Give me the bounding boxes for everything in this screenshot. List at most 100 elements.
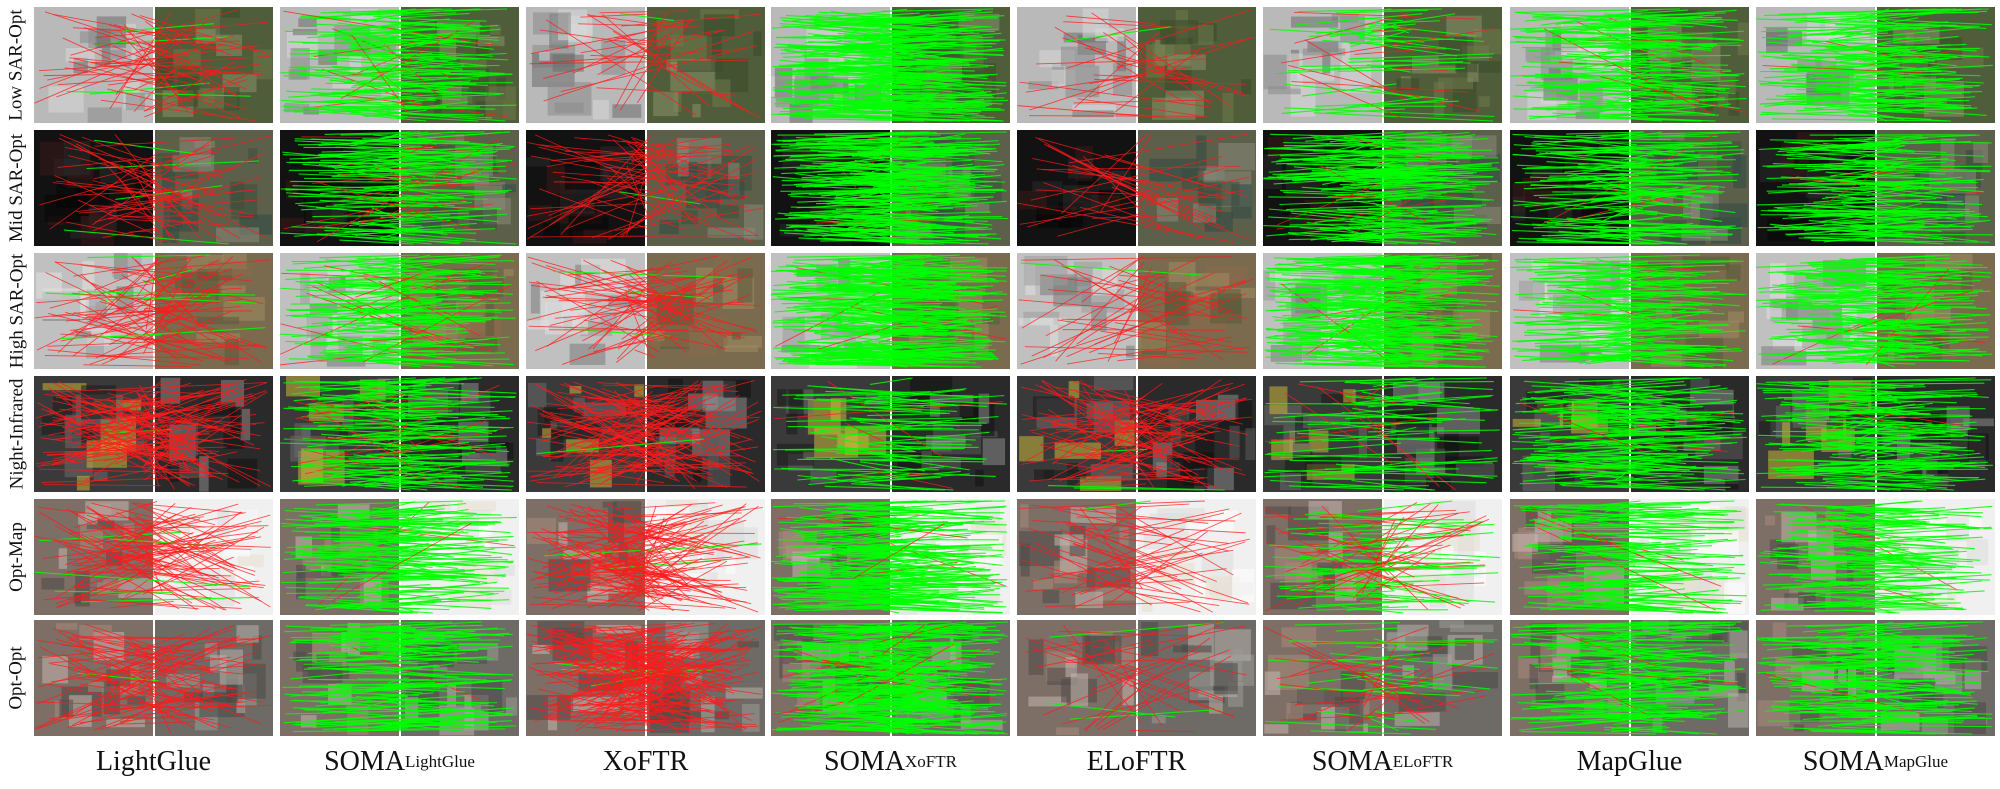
- wrong-match-line: [546, 294, 745, 339]
- correct-match-line: [792, 8, 908, 22]
- correct-match-line: [1854, 90, 1962, 102]
- match-image-pair: [1510, 253, 1749, 369]
- correct-match-line: [786, 417, 963, 422]
- correct-match-line: [1527, 377, 1690, 393]
- correct-match-line: [1826, 486, 1901, 491]
- correct-match-line: [879, 258, 944, 264]
- wrong-match-line: [589, 564, 712, 605]
- correct-match-line: [1280, 189, 1392, 195]
- correct-match-line: [387, 377, 446, 383]
- image-texture: [1963, 418, 1994, 427]
- wrong-match-line: [52, 182, 198, 201]
- wrong-match-line: [47, 349, 201, 366]
- wrong-match-line: [53, 419, 211, 460]
- correct-match-line: [1583, 194, 1677, 209]
- correct-match-line: [1312, 357, 1444, 366]
- correct-match-line: [808, 470, 961, 485]
- image-texture: [543, 223, 560, 239]
- wrong-match-line: [574, 385, 659, 408]
- correct-match-line: [1299, 377, 1487, 383]
- correct-match-line: [775, 138, 912, 151]
- image-texture: [1341, 42, 1351, 68]
- correct-match-line: [874, 296, 901, 299]
- wrong-match-line: [54, 539, 271, 548]
- correct-match-line: [391, 151, 469, 165]
- match-image-pair: [1756, 7, 1995, 123]
- match-panel: [1017, 7, 1256, 123]
- correct-match-line: [1352, 383, 1427, 392]
- correct-match-line: [1539, 56, 1731, 71]
- wrong-match-line: [55, 539, 204, 608]
- correct-match-line: [296, 549, 514, 564]
- correct-match-line: [1348, 53, 1494, 60]
- correct-match-line: [1353, 349, 1489, 360]
- wrong-match-line: [34, 45, 169, 104]
- correct-match-line: [786, 224, 912, 227]
- image-texture: [1400, 444, 1430, 453]
- correct-match-line: [296, 316, 443, 329]
- image-texture: [1961, 264, 1973, 293]
- wrong-match-line: [76, 451, 237, 485]
- wrong-match-line: [81, 400, 184, 440]
- correct-match-line: [1844, 24, 1887, 38]
- correct-match-line: [308, 574, 507, 584]
- correct-match-line: [871, 265, 994, 272]
- correct-match-line: [859, 323, 976, 335]
- image-divider: [1136, 130, 1138, 246]
- wrong-match-line: [52, 537, 180, 610]
- correct-match-line: [1598, 387, 1728, 403]
- correct-match-line: [857, 82, 984, 92]
- row-label-text: Low SAR-Opt: [6, 9, 27, 121]
- correct-match-line: [1792, 134, 1980, 144]
- correct-match-line: [818, 11, 897, 16]
- correct-match-line: [1564, 202, 1702, 210]
- correct-match-line: [334, 67, 486, 72]
- match-panel: [34, 499, 273, 615]
- correct-match-line: [1512, 154, 1675, 167]
- wrong-match-line: [146, 555, 219, 579]
- correct-match-line: [1817, 47, 1980, 51]
- correct-match-line: [1795, 176, 1932, 188]
- wrong-match-line: [554, 301, 745, 319]
- wrong-match-line: [35, 378, 182, 419]
- wrong-match-line: [632, 138, 738, 202]
- correct-match-line: [1868, 228, 1973, 232]
- correct-match-line: [339, 239, 414, 245]
- wrong-match-line: [98, 440, 261, 472]
- wrong-match-line: [1369, 416, 1446, 427]
- match-panel: [771, 499, 1010, 615]
- correct-match-line: [1793, 86, 1971, 94]
- correct-match-line: [1769, 139, 1992, 144]
- wrong-match-line: [139, 385, 189, 471]
- wrong-match-line: [1072, 164, 1225, 228]
- correct-match-line: [1812, 330, 1966, 335]
- match-panel: [280, 376, 519, 492]
- correct-match-line: [1368, 344, 1405, 356]
- correct-match-line: [1288, 284, 1462, 298]
- correct-match-line: [1372, 377, 1435, 388]
- correct-match-line: [1756, 387, 1934, 397]
- image-texture: [1638, 262, 1671, 270]
- correct-match-line: [1822, 478, 1923, 488]
- wrong-match-line: [346, 94, 507, 117]
- wrong-match-line: [528, 437, 713, 471]
- image-texture: [284, 103, 310, 113]
- match-image-pair: [526, 253, 765, 369]
- image-texture: [1433, 305, 1443, 335]
- correct-match-line: [1863, 63, 1880, 68]
- correct-match-line: [1554, 131, 1741, 143]
- image-texture: [526, 157, 551, 167]
- wrong-match-line: [1371, 26, 1429, 32]
- wrong-match-line: [622, 409, 702, 413]
- correct-match-line: [320, 179, 500, 195]
- correct-match-line: [1867, 460, 1895, 474]
- correct-match-line: [1307, 296, 1425, 310]
- wrong-match-line: [139, 383, 232, 416]
- correct-match-line: [1512, 133, 1651, 141]
- image-texture: [310, 330, 327, 359]
- correct-match-line: [1759, 94, 1880, 105]
- wrong-match-line: [545, 19, 697, 116]
- image-texture: [836, 545, 847, 570]
- correct-match-line: [344, 228, 454, 233]
- wrong-match-line: [1032, 431, 1189, 479]
